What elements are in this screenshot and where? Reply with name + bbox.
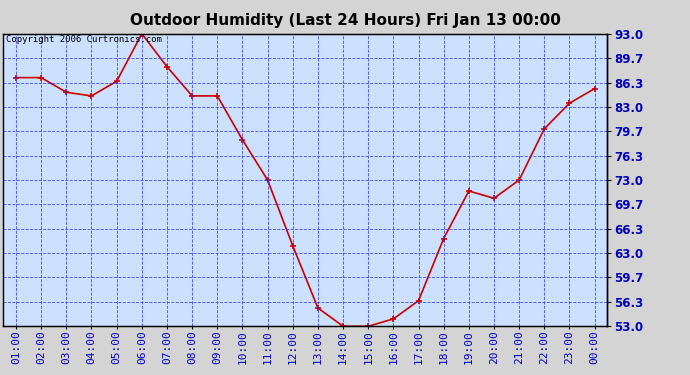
Text: Outdoor Humidity (Last 24 Hours) Fri Jan 13 00:00: Outdoor Humidity (Last 24 Hours) Fri Jan… [130, 13, 560, 28]
Text: Copyright 2006 Curtronics.com: Copyright 2006 Curtronics.com [6, 35, 162, 44]
